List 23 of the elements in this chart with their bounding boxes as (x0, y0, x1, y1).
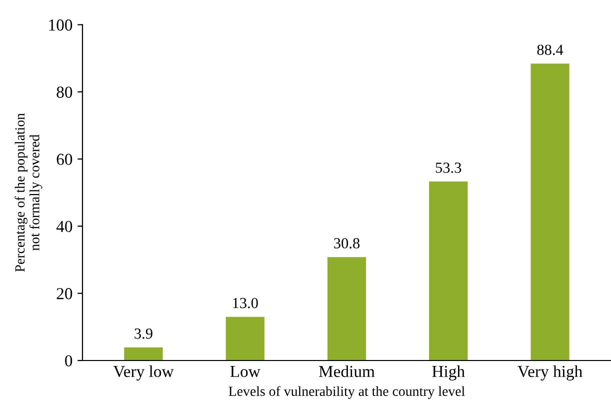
bar (530, 64, 570, 360)
x-tick-label: Very low (113, 365, 174, 381)
bar (124, 347, 163, 360)
x-axis-title: Levels of vulnerability at the country level (228, 386, 465, 399)
data-label: 88.4 (537, 44, 564, 56)
bar (327, 257, 366, 360)
y-tick-label: 20 (56, 288, 72, 300)
y-tick-label: 60 (56, 154, 72, 165)
x-tick-label: High (432, 365, 465, 381)
x-tick-label: Low (230, 366, 260, 378)
x-tick-label: Very high (518, 365, 582, 381)
bar (429, 182, 468, 360)
x-tick-label: Medium (318, 365, 375, 378)
y-tick-label: 40 (56, 220, 72, 232)
data-label: 30.8 (334, 238, 360, 248)
y-tick-label: 100 (49, 19, 72, 31)
data-label: 13.0 (233, 298, 258, 308)
y-tick-label: 80 (56, 86, 72, 98)
data-label: 53.3 (436, 162, 462, 173)
bar (226, 316, 264, 360)
y-tick-label: 0 (65, 355, 72, 366)
y-axis-title: Percentage of the population not formally covered (14, 113, 42, 272)
data-label: 3.9 (134, 328, 152, 339)
